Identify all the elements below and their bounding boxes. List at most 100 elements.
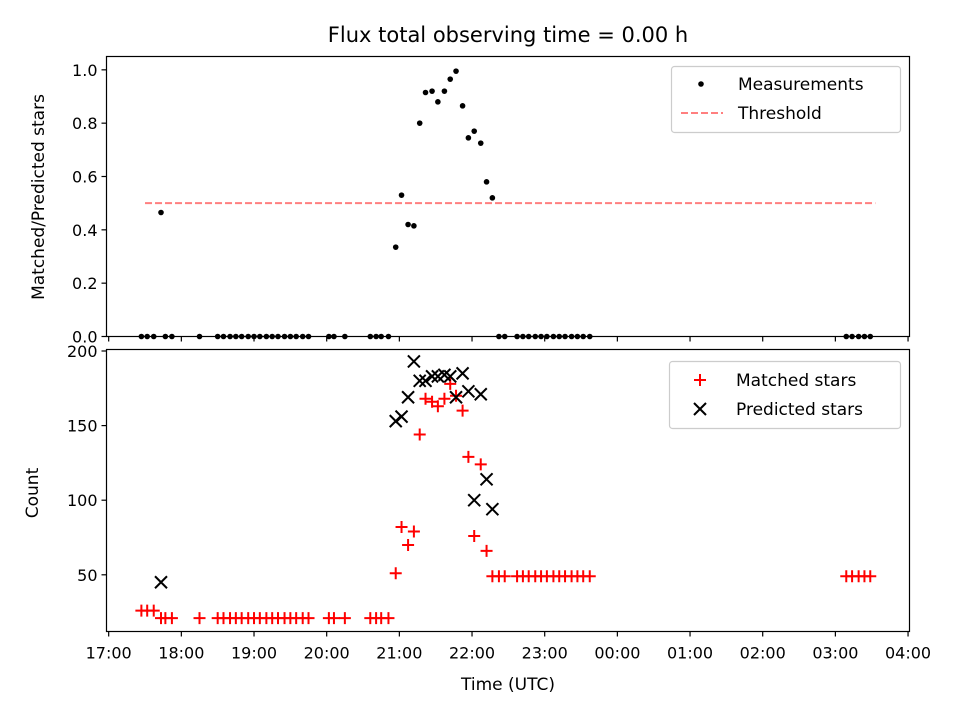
measurement-point [435, 99, 441, 105]
x-tick-label: 22:00 [449, 644, 495, 663]
measurement-point [453, 68, 459, 74]
matched-star-point [147, 604, 160, 617]
predicted-star-point [154, 575, 168, 589]
top-y-axis-label: Matched/Predicted stars [29, 94, 49, 300]
matched-star-point [395, 521, 408, 534]
predicted-star-point [407, 354, 421, 369]
measurement-point [416, 120, 423, 126]
predicted-star-point [467, 493, 481, 507]
matched-star-point [456, 404, 469, 417]
matched-star-point [450, 389, 463, 402]
bottom-y-ticks: 50 100 150 200 [67, 342, 107, 585]
matched-star-point [864, 570, 877, 583]
matched-star-point [302, 612, 315, 625]
matched-star-point [407, 525, 420, 538]
bottom-y-tick-label: 200 [67, 342, 98, 361]
top-y-tick-label: 0.4 [72, 221, 97, 240]
matched-star-point [431, 400, 444, 413]
x-tick-label: 02:00 [740, 644, 786, 663]
legend-predicted-marker [693, 402, 707, 416]
top-y-tick-label: 0.6 [72, 168, 97, 187]
matched-star-point [413, 428, 426, 441]
measurement-point [158, 209, 164, 216]
measurement-point [459, 103, 466, 109]
top-x-ticks [108, 336, 909, 342]
top-legend-box [670, 65, 902, 134]
bottom-y-tick-label: 50 [77, 566, 97, 585]
measurement-point [398, 192, 405, 198]
measurement-point [447, 76, 454, 82]
x-tick-label: 23:00 [522, 644, 568, 663]
bottom-x-ticks: 17:00 18:00 19:00 20:00 21:00 22:00 23:00 00:00… [86, 631, 931, 663]
bottom-legend: Matched stars Predicted stars [668, 360, 902, 430]
predicted-star-point [479, 472, 494, 487]
bottom-panel: 50 100 150 200 17:00 18:00 19:00 20:00 21:00 22:… [23, 342, 931, 695]
bottom-legend-box [668, 360, 902, 430]
matched-star-point [165, 612, 178, 625]
x-tick-label: 03:00 [812, 644, 858, 663]
x-tick-label: 04:00 [885, 644, 931, 663]
star-count-points [135, 354, 877, 625]
x-tick-label: 00:00 [594, 644, 640, 663]
matched-star-point [389, 567, 402, 580]
measurement-point [422, 89, 429, 96]
x-tick-label: 18:00 [158, 644, 204, 663]
chart-title: Flux total observing time = 0.00 h [328, 23, 688, 47]
top-y-tick-label: 0.0 [72, 328, 97, 347]
x-axis-label: Time (UTC) [460, 675, 555, 695]
legend-threshold-label: Threshold [737, 104, 822, 124]
top-y-ticks: 0.0 0.2 0.4 0.6 0.8 1.0 [72, 61, 107, 347]
predicted-star-point [394, 409, 409, 424]
measurement-point [441, 88, 448, 94]
predicted-star-point [449, 390, 463, 404]
matched-star-point [338, 612, 351, 625]
matched-star-point [468, 530, 481, 543]
predicted-star-point [412, 374, 427, 388]
measurement-point [483, 179, 490, 185]
top-y-tick-label: 0.2 [72, 274, 97, 293]
top-panel-frame [105, 55, 911, 338]
x-tick-label: 01:00 [667, 644, 713, 663]
x-tick-label: 17:00 [86, 644, 132, 663]
matched-star-point [480, 544, 493, 557]
measurement-point [471, 128, 478, 134]
measurement-point [405, 221, 411, 228]
matched-star-point [327, 612, 340, 625]
legend-matched-label: Matched stars [736, 371, 856, 391]
top-panel: 0.0 0.2 0.4 0.6 0.8 1.0 Matched/Predicted sta… [29, 55, 911, 347]
bottom-y-tick-label: 150 [67, 417, 98, 436]
predicted-star-point [474, 387, 488, 401]
predicted-star-point [418, 374, 433, 388]
legend-measurements-label: Measurements [738, 75, 864, 95]
predicted-star-point [425, 369, 439, 384]
bottom-y-tick-label: 100 [67, 491, 98, 510]
bottom-panel-frame [105, 348, 911, 633]
legend-predicted-label: Predicted stars [736, 400, 863, 420]
matched-star-point [382, 612, 395, 625]
matched-star-point [193, 612, 206, 625]
x-tick-label: 19:00 [231, 644, 277, 663]
x-tick-label: 21:00 [376, 644, 422, 663]
matched-star-point [474, 458, 487, 471]
measurement-point [489, 195, 496, 201]
predicted-star-point [485, 502, 500, 516]
matched-star-point [419, 392, 432, 405]
measurement-point [429, 88, 435, 94]
measurement-point [392, 244, 399, 250]
predicted-star-point [461, 384, 476, 398]
top-y-tick-label: 1.0 [72, 61, 97, 80]
bottom-y-axis-label: Count [23, 467, 43, 518]
predicted-star-point [455, 366, 470, 381]
top-y-tick-label: 0.8 [72, 114, 97, 133]
legend-matched-marker [694, 374, 706, 386]
legend-measurements-marker [698, 81, 704, 87]
measurement-point [477, 140, 484, 146]
top-legend: Measurements Threshold [670, 65, 902, 134]
matched-star-point [402, 538, 415, 551]
matched-star-point [498, 570, 511, 583]
matched-star-point [583, 570, 596, 583]
x-tick-label: 20:00 [304, 644, 350, 663]
measurement-point [465, 135, 472, 141]
predicted-star-point [401, 390, 415, 404]
